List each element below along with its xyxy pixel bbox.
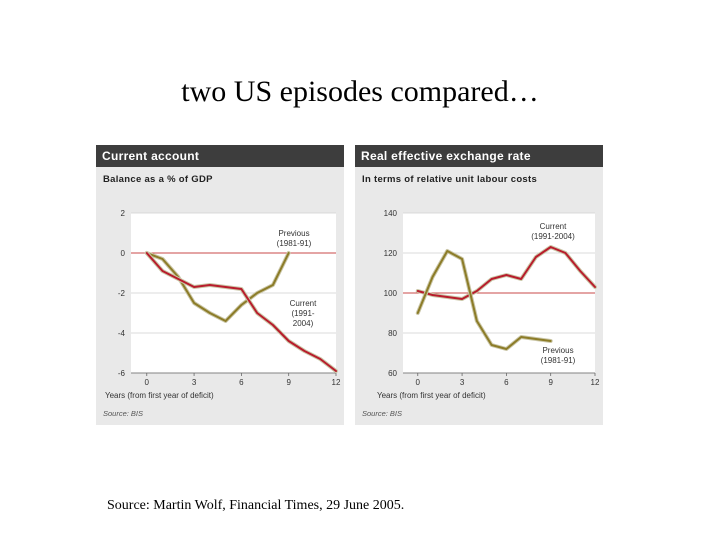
x-axis-label: Years (from first year of deficit): [105, 391, 214, 400]
series-label: (1981-91): [541, 356, 576, 365]
x-tick-label: 12: [332, 378, 341, 387]
slide-title: two US episodes compared…: [181, 75, 539, 108]
series-1: [415, 249, 553, 351]
exchange-rate-panel: Real effective exchange rate In terms of…: [355, 145, 603, 425]
x-tick-label: 9: [548, 378, 553, 387]
series-line: [416, 250, 552, 350]
series-label: Previous: [542, 346, 573, 355]
y-tick-label: 0: [121, 249, 126, 258]
y-tick-label: 60: [388, 369, 397, 378]
series-label: (1991-: [291, 309, 314, 318]
series-label: (1981-91): [277, 239, 312, 248]
x-axis-label: Years (from first year of deficit): [377, 391, 486, 400]
x-tick-label: 6: [239, 378, 244, 387]
y-tick-label: -6: [118, 369, 126, 378]
series-0: [415, 245, 597, 301]
chart-source-note: Source: BIS: [103, 409, 143, 418]
y-tick-label: -4: [118, 329, 126, 338]
x-tick-label: 3: [192, 378, 197, 387]
exchange-rate-subtitle: In terms of relative unit labour costs: [362, 174, 538, 185]
x-tick-label: 0: [416, 378, 421, 387]
y-tick-label: -2: [118, 289, 126, 298]
y-tick-label: 100: [384, 289, 398, 298]
x-tick-label: 0: [145, 378, 150, 387]
source-citation: Source: Martin Wolf, Financial Times, 29…: [107, 498, 405, 513]
current-account-subtitle: Balance as a % of GDP: [103, 174, 213, 185]
exchange-rate-chart: 140 120 100 80 60 0 3 6 9 12 Years (from first yea…: [362, 209, 600, 418]
series-0: [144, 251, 291, 323]
series-line: [416, 246, 596, 300]
series-line: [145, 252, 337, 372]
series-label: Current: [540, 222, 567, 231]
current-account-chart: 2 0 -2 -4 -6 0 3 6 9 12 Years (from first year of …: [103, 209, 341, 418]
series-label: 2004): [293, 319, 314, 328]
series-label: (1991-2004): [531, 232, 575, 241]
y-tick-label: 2: [121, 209, 126, 218]
x-tick-label: 6: [504, 378, 509, 387]
x-tick-label: 12: [591, 378, 600, 387]
x-tick-label: 3: [460, 378, 465, 387]
chart-source-note: Source: BIS: [362, 409, 402, 418]
current-account-title: Current account: [96, 145, 344, 167]
y-tick-label: 80: [388, 329, 397, 338]
series-1: [144, 251, 338, 373]
exchange-rate-title: Real effective exchange rate: [355, 145, 603, 167]
series-label: Current: [290, 299, 317, 308]
series-line: [145, 252, 290, 322]
x-tick-label: 9: [286, 378, 291, 387]
y-tick-label: 140: [384, 209, 398, 218]
series-label: Previous: [278, 229, 309, 238]
y-tick-label: 120: [384, 249, 398, 258]
